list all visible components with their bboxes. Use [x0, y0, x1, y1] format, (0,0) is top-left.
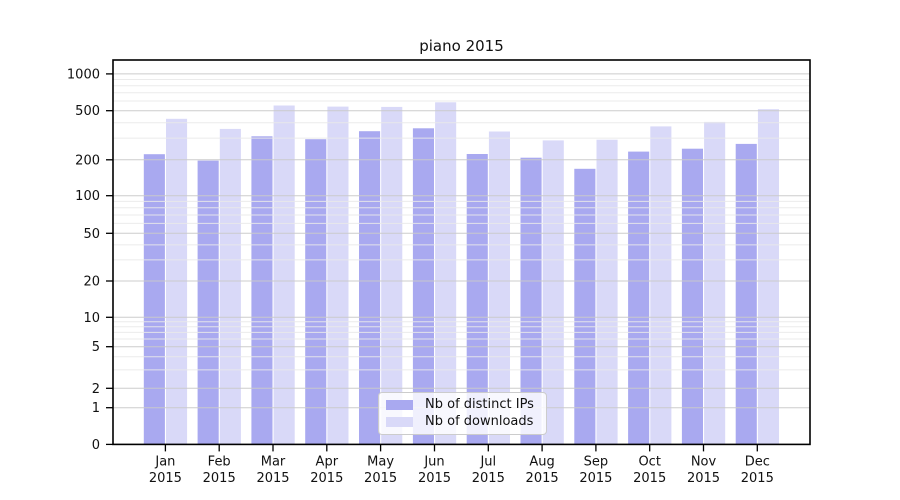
x-tick-label-year: 2015: [472, 471, 505, 486]
x-tick-label-year: 2015: [526, 471, 559, 486]
x-tick-label-month: Jun: [423, 455, 444, 470]
x-tick-label-month: Nov: [691, 455, 717, 470]
x-tick-label-year: 2015: [741, 471, 774, 486]
x-tick-label-year: 2015: [256, 471, 289, 486]
y-axis: 0 1 2 5 10 20 50 100 200 500 1000: [67, 67, 113, 453]
bar-downloads-jun: [435, 102, 457, 445]
y-tick-label: 10: [83, 311, 100, 326]
bar-downloads-may: [381, 106, 403, 445]
x-tick-label-year: 2015: [418, 471, 451, 486]
bar-distinct-ips-aug: [520, 157, 542, 445]
bar-downloads-oct: [650, 126, 672, 445]
bar-downloads-feb: [219, 128, 241, 445]
x-tick-label-month: Feb: [208, 455, 231, 470]
y-tick-label: 0: [92, 438, 100, 453]
y-tick-label: 200: [75, 153, 100, 168]
x-tick-label-year: 2015: [687, 471, 720, 486]
gridlines: [113, 73, 810, 409]
x-tick-label-year: 2015: [579, 471, 612, 486]
legend-label: Nb of distinct IPs: [425, 397, 534, 412]
x-axis: Jan2015Feb2015Mar2015Apr2015May2015Jun20…: [149, 444, 774, 486]
axes-spines: [112, 59, 811, 446]
x-tick-label-year: 2015: [364, 471, 397, 486]
x-tick-label-year: 2015: [310, 471, 343, 486]
x-tick-label-year: 2015: [633, 471, 666, 486]
y-tick-label: 2: [92, 382, 100, 397]
bar-distinct-ips-feb: [197, 160, 219, 445]
legend-item: Nb of downloads: [386, 415, 538, 429]
bars: [143, 102, 779, 445]
x-tick-label-month: Sep: [584, 455, 609, 470]
y-tick-label: 1: [92, 401, 100, 416]
bar-downloads-nov: [704, 121, 726, 445]
bar-distinct-ips-apr: [305, 139, 327, 445]
bar-downloads-aug: [542, 140, 564, 445]
bar-distinct-ips-jul: [466, 154, 488, 445]
y-tick-label: 50: [83, 227, 100, 242]
bar-downloads-jan: [166, 118, 188, 445]
legend-item: Nb of distinct IPs: [386, 398, 538, 412]
bar-distinct-ips-mar: [251, 136, 273, 445]
bar-downloads-jul: [488, 131, 510, 445]
x-tick-label-month: Mar: [261, 455, 286, 470]
bar-distinct-ips-nov: [681, 148, 703, 445]
x-tick-label-month: Aug: [529, 455, 554, 470]
y-tick-label: 1000: [67, 67, 100, 82]
bar-downloads-sep: [596, 139, 618, 445]
x-tick-label-year: 2015: [149, 471, 182, 486]
legend-label: Nb of downloads: [425, 414, 534, 429]
x-tick-label-month: Dec: [745, 455, 770, 470]
y-tick-label: 20: [83, 275, 100, 290]
x-tick-label-month: Jan: [154, 455, 175, 470]
y-tick-label: 5: [92, 340, 100, 355]
legend-swatch: [386, 417, 413, 427]
bar-distinct-ips-sep: [574, 168, 596, 445]
x-tick-label-month: Jul: [479, 455, 496, 470]
bar-downloads-apr: [327, 106, 349, 445]
legend: Nb of distinct IPs Nb of downloads: [378, 392, 547, 435]
bar-distinct-ips-oct: [628, 151, 650, 445]
x-tick-label-month: May: [367, 455, 394, 470]
bar-downloads-mar: [273, 105, 295, 445]
x-tick-label-month: Oct: [638, 455, 660, 470]
chart-title: piano 2015: [419, 37, 504, 55]
legend-swatch: [386, 400, 413, 410]
x-tick-label-month: Apr: [316, 455, 339, 470]
bar-distinct-ips-dec: [735, 143, 757, 445]
bar-distinct-ips-may: [359, 131, 381, 445]
y-tick-label: 500: [75, 104, 100, 119]
x-tick-label-year: 2015: [203, 471, 236, 486]
bar-distinct-ips-jan: [143, 154, 165, 445]
y-tick-label: 100: [75, 189, 100, 204]
bar-downloads-dec: [757, 109, 779, 445]
